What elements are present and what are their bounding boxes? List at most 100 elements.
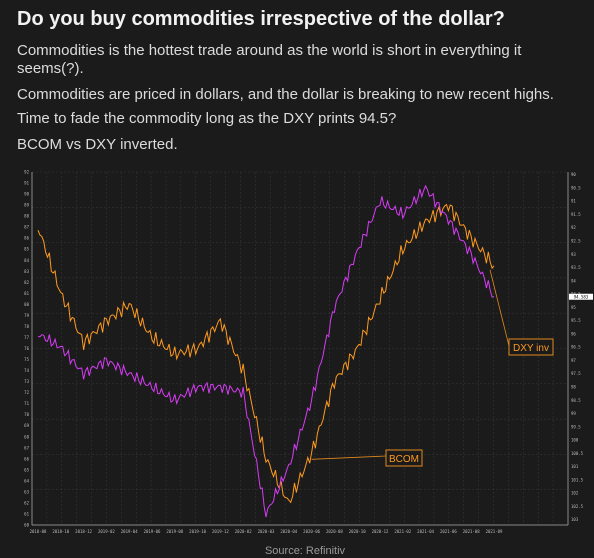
right-tick-label: 92.5 xyxy=(571,239,581,244)
x-tick-label: 2018-12 xyxy=(75,529,92,534)
right-tick-label: 91 xyxy=(571,199,576,204)
left-tick-label: 72 xyxy=(24,390,29,395)
left-tick-label: 85 xyxy=(24,247,29,252)
right-tick-label: 97.5 xyxy=(571,371,581,376)
x-tick-label: 2019-04 xyxy=(121,529,138,534)
left-tick-label: 61 xyxy=(24,511,29,516)
x-tick-label: 2020-10 xyxy=(349,529,366,534)
right-tick-label: 97 xyxy=(571,358,576,363)
right-tick-label: 94 xyxy=(571,278,576,283)
left-tick-label: 71 xyxy=(24,401,29,406)
x-axis-ticks: 2018-08 2018-10 2018-12 2019-02 2019-04 2019-… xyxy=(30,529,503,534)
left-tick-label: 84 xyxy=(24,258,29,263)
left-tick-label: 88 xyxy=(24,214,29,219)
right-tick-label: 90 xyxy=(571,172,576,177)
right-tick-label: 100 xyxy=(571,438,579,443)
left-tick-label: 79 xyxy=(24,313,29,318)
left-axis-ticks: 60 61 62 63 64 65 66 67 68 69 70 71 72 73 74 75 76 77 78 79… xyxy=(24,170,29,528)
x-tick-label: 2021-09 xyxy=(486,529,503,534)
left-tick-label: 89 xyxy=(24,203,29,208)
left-tick-label: 90 xyxy=(24,192,29,197)
source-label: Source: Refinitiv xyxy=(265,545,346,557)
x-tick-label: 2019-10 xyxy=(189,529,206,534)
left-tick-label: 77 xyxy=(24,335,29,340)
x-tick-label: 2020-12 xyxy=(372,529,389,534)
x-tick-label: 2021-08 xyxy=(463,529,480,534)
right-tick-label: 93 xyxy=(571,252,576,257)
paragraph-priced-in-dollars: Commodities are priced in dollars, and t… xyxy=(17,86,554,103)
dxy-callout-label: DXY inv xyxy=(513,343,549,354)
left-tick-label: 81 xyxy=(24,291,29,296)
dxy-callout-box xyxy=(508,338,554,356)
paragraph-commodities-hottest: Commodities is the hottest trade around … xyxy=(17,42,522,77)
right-tick-label: 96 xyxy=(571,331,576,336)
last-value-label: 94.583 xyxy=(574,294,589,299)
bcom-series-line xyxy=(37,203,495,504)
right-tick-label: 95 xyxy=(571,305,576,310)
x-tick-label: 2019-02 xyxy=(98,529,115,534)
right-tick-label: 98 xyxy=(571,384,576,389)
x-tick-label: 2020-04 xyxy=(280,529,297,534)
right-tick-label: 102.5 xyxy=(571,504,584,509)
right-tick-label: 100.5 xyxy=(571,451,584,456)
dxy-inv-series-line xyxy=(37,184,495,518)
x-tick-label: 2020-06 xyxy=(303,529,320,534)
x-tick-label: 2021-02 xyxy=(394,529,411,534)
series-lines xyxy=(37,184,495,518)
left-tick-label: 80 xyxy=(24,302,29,307)
x-tick-label: 2020-08 xyxy=(326,529,343,534)
right-tick-label: 101.5 xyxy=(571,477,584,482)
bcom-vs-dxy-chart: 60 61 62 63 64 65 66 67 68 69 70 71 72 73 74 75 76 77 78 79… xyxy=(24,170,593,557)
right-tick-label: 95.5 xyxy=(571,318,581,323)
last-value-box xyxy=(569,293,593,300)
left-tick-label: 86 xyxy=(24,236,29,241)
x-tick-label: 2019-06 xyxy=(144,529,161,534)
left-tick-label: 65 xyxy=(24,467,29,472)
left-tick-label: 70 xyxy=(24,412,29,417)
left-tick-label: 69 xyxy=(24,423,29,428)
left-tick-label: 87 xyxy=(24,225,29,230)
right-tick-label: 90.5 xyxy=(571,185,581,190)
left-tick-label: 92 xyxy=(24,170,29,175)
left-tick-label: 66 xyxy=(24,456,29,461)
x-tick-label: 2018-08 xyxy=(30,529,47,534)
last-value-marker: 94.583 xyxy=(569,293,593,300)
series-annotations: BCOM DXY inv xyxy=(311,269,554,467)
left-tick-label: 62 xyxy=(24,500,29,505)
dxy-callout-line xyxy=(489,269,510,347)
right-tick-label: 99.5 xyxy=(571,424,581,429)
right-tick-label: 98.5 xyxy=(571,398,581,403)
left-tick-label: 68 xyxy=(24,434,29,439)
page-title: Do you buy commodities irrespective of t… xyxy=(17,8,505,30)
left-tick-label: 78 xyxy=(24,324,29,329)
right-tick-label: 102 xyxy=(571,491,579,496)
left-tick-label: 63 xyxy=(24,489,29,494)
left-tick-label: 75 xyxy=(24,357,29,362)
right-tick-label: 103 xyxy=(571,517,579,522)
x-tick-label: 2020-03 xyxy=(258,529,275,534)
left-tick-label: 74 xyxy=(24,368,29,373)
left-tick-label: 83 xyxy=(24,269,29,274)
x-tick-label: 2020-02 xyxy=(235,529,252,534)
left-tick-label: 82 xyxy=(24,280,29,285)
left-tick-label: 73 xyxy=(24,379,29,384)
right-tick-label: 101 xyxy=(571,464,579,469)
x-tick-label: 2021-06 xyxy=(440,529,457,534)
left-tick-label: 76 xyxy=(24,346,29,351)
bcom-callout-label: BCOM xyxy=(389,454,419,465)
left-tick-label: 64 xyxy=(24,478,29,483)
chart-container: 60 61 62 63 64 65 66 67 68 69 70 71 72 73 74 75 76 77 78 79… xyxy=(0,160,594,558)
bcom-callout-box xyxy=(385,449,423,467)
right-tick-label: 93.5 xyxy=(571,265,581,270)
bcom-callout-line xyxy=(311,455,387,460)
x-tick-label: 2019-08 xyxy=(166,529,183,534)
right-tick-label: 92 xyxy=(571,225,576,230)
right-axis-ticks: 9090.59191.59292.59393.59494.59595.59696… xyxy=(571,172,584,522)
right-tick-label: 91.5 xyxy=(571,212,581,217)
paragraph-fade-commodity: Time to fade the commodity long as the D… xyxy=(17,110,397,127)
right-tick-label: 99 xyxy=(571,411,576,416)
left-tick-label: 60 xyxy=(24,523,29,528)
left-tick-label: 91 xyxy=(24,181,29,186)
x-tick-label: 2019-12 xyxy=(212,529,229,534)
right-tick-label: 96.5 xyxy=(571,345,581,350)
